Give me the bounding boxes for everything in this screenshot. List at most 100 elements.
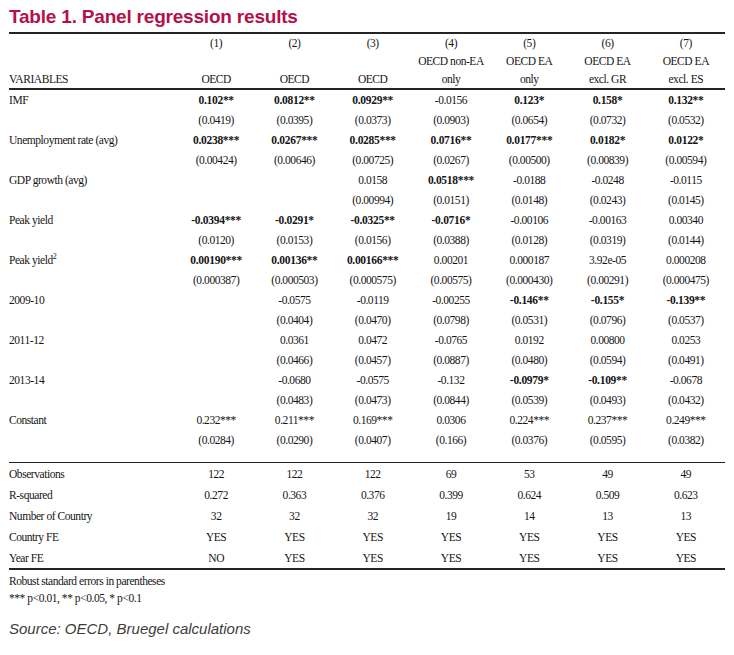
coef-cell: -0.0325** bbox=[334, 210, 412, 230]
stat-cell: 122 bbox=[334, 463, 412, 485]
stat-row: Year FENOYESYESYESYESYESYES bbox=[9, 547, 725, 569]
coef-row: Unemployment rate (avg)0.0238***0.0267**… bbox=[9, 130, 725, 150]
variable-label: 2013-14 bbox=[9, 370, 177, 390]
stat-cell: 49 bbox=[647, 463, 725, 485]
coef-row: 2009-10-0.0575-0.0119-0.00255-0.146**-0.… bbox=[9, 290, 725, 310]
divider-cell bbox=[568, 450, 646, 463]
coef-cell: 0.0716** bbox=[412, 130, 490, 150]
se-cell: (0.0798) bbox=[412, 310, 490, 330]
stat-cell: YES bbox=[412, 547, 490, 569]
se-cell: (0.0532) bbox=[647, 110, 725, 130]
coef-cell: 0.232*** bbox=[177, 410, 255, 430]
coef-cell: -0.0119 bbox=[334, 290, 412, 310]
header-spacer bbox=[9, 52, 177, 70]
coef-cell: -0.0765 bbox=[412, 330, 490, 350]
stat-cell: 122 bbox=[177, 463, 255, 485]
coef-cell: 0.0238*** bbox=[177, 130, 255, 150]
coef-cell: 0.132** bbox=[647, 89, 725, 110]
coef-cell: 0.123* bbox=[490, 89, 568, 110]
regression-table: (1)(2)(3)(4)(5)(6)(7) OECD non-EAOECD EA… bbox=[9, 32, 725, 570]
se-cell: (0.0319) bbox=[568, 230, 646, 250]
se-cell bbox=[177, 190, 255, 210]
coef-cell: -0.0188 bbox=[490, 170, 568, 190]
se-cell: (0.000387) bbox=[177, 270, 255, 290]
column-number-6: (6) bbox=[568, 33, 646, 52]
header-row-group-bottom: VARIABLES OECDOECDOECDonlyonlyexcl. GRex… bbox=[9, 70, 725, 89]
se-cell: (0.000575) bbox=[334, 270, 412, 290]
se-row: (0.00994)(0.0151)(0.0148)(0.0243)(0.0145… bbox=[9, 190, 725, 210]
se-cell: (0.0128) bbox=[490, 230, 568, 250]
stat-cell: YES bbox=[647, 526, 725, 547]
divider-cell bbox=[647, 450, 725, 463]
coef-cell: -0.0291* bbox=[255, 210, 333, 230]
stat-label: Number of Country bbox=[9, 505, 177, 526]
stat-cell: YES bbox=[255, 547, 333, 569]
column-group-bottom-6: excl. GR bbox=[568, 70, 646, 89]
variable-label: Constant bbox=[9, 410, 177, 430]
se-cell: (0.00994) bbox=[334, 190, 412, 210]
stat-cell: 0.399 bbox=[412, 484, 490, 505]
se-cell: (0.0382) bbox=[647, 430, 725, 450]
se-cell: (0.0373) bbox=[334, 110, 412, 130]
stat-cell: 0.509 bbox=[568, 484, 646, 505]
column-number-4: (4) bbox=[412, 33, 490, 52]
coef-cell: 0.0518*** bbox=[412, 170, 490, 190]
coef-cell: 0.00340 bbox=[647, 210, 725, 230]
coef-row: Peak yield-0.0394***-0.0291*-0.0325**-0.… bbox=[9, 210, 725, 230]
coef-cell: 0.102** bbox=[177, 89, 255, 110]
coef-cell: 0.000187 bbox=[490, 250, 568, 270]
coef-row: GDP growth (avg)0.01580.0518***-0.0188-0… bbox=[9, 170, 725, 190]
divider-cell bbox=[177, 450, 255, 463]
divider-cell bbox=[9, 450, 177, 463]
stat-cell: YES bbox=[255, 526, 333, 547]
se-row: (0.0284)(0.0290)(0.0407)(0.166)(0.0376)(… bbox=[9, 430, 725, 450]
section-divider bbox=[9, 450, 725, 463]
coef-cell: 0.0361 bbox=[255, 330, 333, 350]
column-group-top-5: OECD EA bbox=[490, 52, 568, 70]
variable-label-spacer bbox=[9, 190, 177, 210]
stat-cell: YES bbox=[334, 547, 412, 569]
coef-cell bbox=[177, 370, 255, 390]
coef-cell: -0.109** bbox=[568, 370, 646, 390]
se-cell: (0.0407) bbox=[334, 430, 412, 450]
column-group-top-7: OECD EA bbox=[647, 52, 725, 70]
variable-label: Peak yield2 bbox=[9, 250, 177, 270]
coef-row: IMF0.102**0.0812**0.0929**-0.01560.123*0… bbox=[9, 89, 725, 110]
coef-cell: -0.0678 bbox=[647, 370, 725, 390]
se-cell: (0.000430) bbox=[490, 270, 568, 290]
column-group-top-2 bbox=[255, 52, 333, 70]
se-cell: (0.000503) bbox=[255, 270, 333, 290]
coef-cell: -0.0156 bbox=[412, 89, 490, 110]
stat-cell: 19 bbox=[412, 505, 490, 526]
se-cell: (0.0539) bbox=[490, 390, 568, 410]
column-group-bottom-4: only bbox=[412, 70, 490, 89]
column-group-top-6: OECD EA bbox=[568, 52, 646, 70]
variable-label-spacer bbox=[9, 110, 177, 130]
stat-cell: 32 bbox=[255, 505, 333, 526]
variable-label-spacer bbox=[9, 350, 177, 370]
stat-cell: 32 bbox=[177, 505, 255, 526]
source-caption: Source: OECD, Bruegel calculations bbox=[9, 620, 725, 637]
stat-cell: NO bbox=[177, 547, 255, 569]
coef-cell bbox=[255, 170, 333, 190]
se-row: (0.00424)(0.00646)(0.00725)(0.0267)(0.00… bbox=[9, 150, 725, 170]
stat-cell: YES bbox=[412, 526, 490, 547]
se-cell: (0.0903) bbox=[412, 110, 490, 130]
se-cell bbox=[255, 190, 333, 210]
coef-cell: 0.0122* bbox=[647, 130, 725, 150]
se-cell: (0.0144) bbox=[647, 230, 725, 250]
coef-cell: -0.0575 bbox=[255, 290, 333, 310]
se-cell: (0.0732) bbox=[568, 110, 646, 130]
coef-cell: 0.00166*** bbox=[334, 250, 412, 270]
stat-cell: YES bbox=[568, 526, 646, 547]
se-cell: (0.0470) bbox=[334, 310, 412, 330]
variable-label-spacer bbox=[9, 230, 177, 250]
divider-cell bbox=[490, 450, 568, 463]
stat-label: Country FE bbox=[9, 526, 177, 547]
stat-cell: 0.624 bbox=[490, 484, 568, 505]
se-cell bbox=[177, 310, 255, 330]
stat-label: Year FE bbox=[9, 547, 177, 569]
note-significance-levels: *** p<0.01, ** p<0.05, * p<0.1 bbox=[9, 590, 725, 607]
coef-cell: -0.155* bbox=[568, 290, 646, 310]
stat-cell: 122 bbox=[255, 463, 333, 485]
